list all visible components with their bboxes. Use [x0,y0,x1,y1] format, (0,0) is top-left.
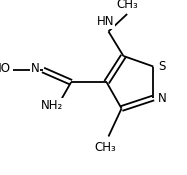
Text: N: N [30,62,39,75]
Text: CH₃: CH₃ [95,141,117,154]
Text: HN: HN [97,15,114,28]
Text: NH₂: NH₂ [41,99,63,112]
Text: CH₃: CH₃ [116,0,138,10]
Text: N: N [158,92,167,104]
Text: S: S [158,60,165,73]
Text: HO: HO [0,62,11,75]
